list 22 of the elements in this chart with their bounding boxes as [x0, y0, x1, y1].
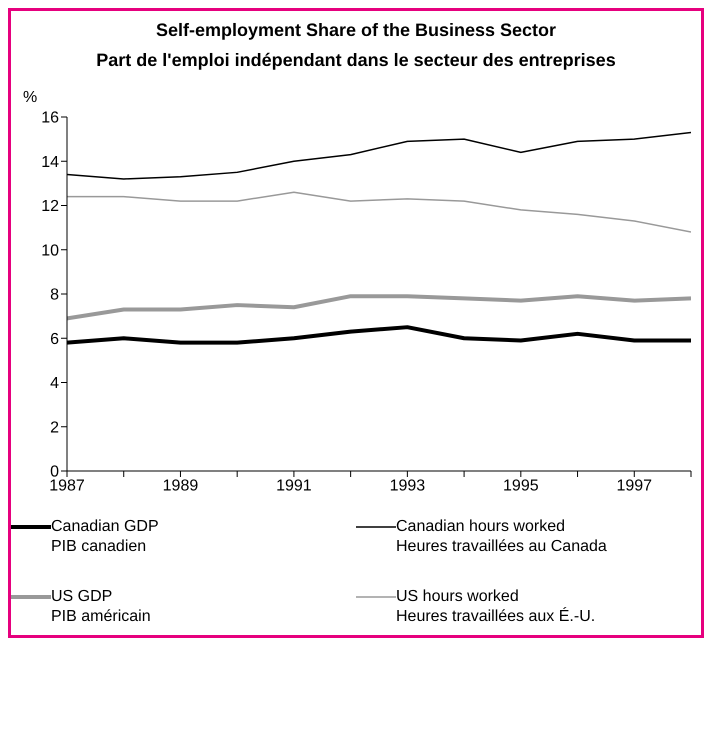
- x-tick-label: 1989: [162, 477, 198, 494]
- x-tick-label: 1997: [616, 477, 652, 494]
- y-tick-label: 8: [50, 286, 60, 304]
- line-series: [67, 294, 691, 320]
- y-tick-label: 2: [50, 419, 60, 436]
- legend-label: US hours worked Heures travaillées aux É.-U.: [396, 587, 596, 627]
- line-series: [67, 191, 691, 233]
- y-tick-label: 16: [41, 110, 60, 127]
- chart-subtitle: Part de l'emploi indépendant dans le secteur des entreprises: [95, 49, 617, 72]
- y-axis-title: %: [22, 88, 38, 107]
- y-tick-label: 12: [41, 198, 60, 216]
- y-tick-label: 4: [50, 375, 60, 392]
- legend-label: Canadian GDP PIB canadien: [51, 517, 159, 557]
- y-tick-label: 14: [41, 154, 60, 171]
- y-tick-label: 6: [50, 330, 60, 348]
- y-tick-label: 10: [41, 242, 60, 260]
- x-tick-label: 1991: [276, 477, 312, 494]
- x-tick-label: 1995: [503, 477, 539, 494]
- legend-label: Canadian hours worked Heures travaillées au Canada: [396, 517, 607, 557]
- chart-title: Self-employment Share of the Business Sector: [154, 19, 558, 42]
- legend-label: US GDP PIB américain: [51, 587, 151, 627]
- x-tick-label: 1993: [390, 477, 426, 494]
